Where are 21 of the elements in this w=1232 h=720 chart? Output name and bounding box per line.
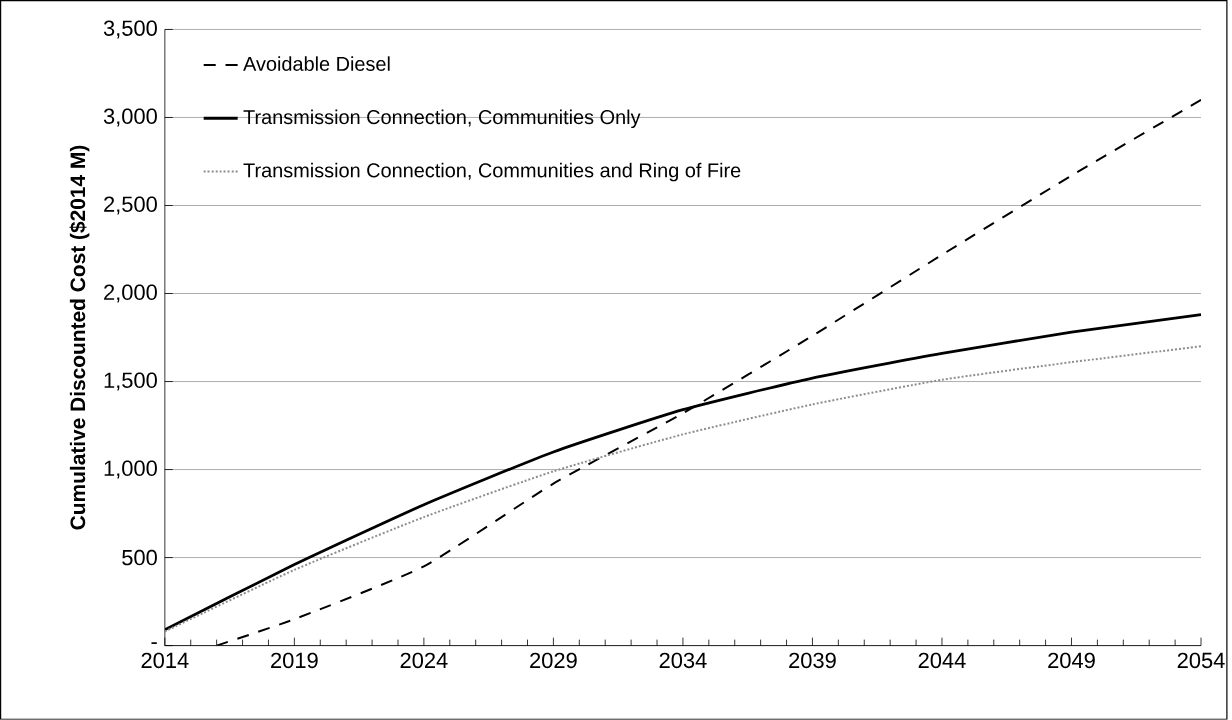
x-tick-label: 2044: [918, 652, 966, 669]
x-tick-label: 2034: [659, 652, 707, 669]
legend-label: Transmission Connection, Communities and Ring of Fire: [243, 162, 741, 182]
legend-label: Transmission Connection, Communities Only: [243, 109, 641, 129]
y-tick-label: 1,000: [104, 460, 157, 479]
x-tick-label: 2019: [271, 652, 318, 669]
x-tick-label: 2024: [400, 652, 448, 669]
x-tick-label: 2039: [789, 652, 836, 669]
legend-label: Avoidable Diesel: [243, 56, 390, 71]
y-tick-label: 3,000: [103, 108, 157, 127]
x-tick-label: 2014: [141, 652, 189, 669]
y-tick-label: 2,000: [104, 284, 157, 303]
y-tick-label: 3,500: [103, 20, 157, 39]
x-tick-label: 2049: [1048, 652, 1095, 669]
x-tick-label: 2054: [1177, 652, 1225, 669]
y-tick-label: -: [151, 642, 157, 645]
y-tick-label: 500: [122, 549, 157, 566]
y-axis-title: Cumulative Discounted Cost ($2014 M): [69, 145, 90, 530]
y-tick-label: 1,500: [104, 372, 157, 391]
y-tick-label: 2,500: [104, 196, 157, 215]
x-tick-label: 2029: [530, 652, 577, 669]
